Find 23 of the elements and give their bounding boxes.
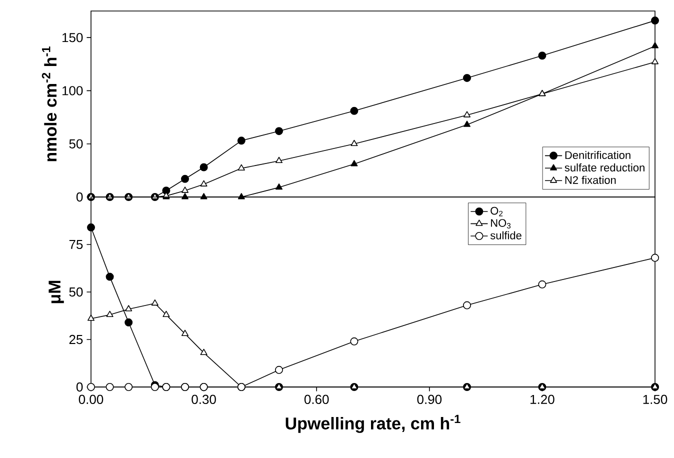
x-tick-label: 1.20: [530, 394, 554, 404]
y-tick-label: 0: [76, 192, 83, 202]
legend-label: sulfide: [490, 231, 522, 240]
x-tick-label: 0.00: [78, 394, 104, 404]
legend-label: Denitrification: [565, 150, 630, 160]
y-axis-title: μM: [48, 280, 64, 304]
y-tick-label: 25: [69, 334, 83, 344]
x-tick-label: 0.30: [192, 394, 216, 404]
y-tick-label: 75: [69, 240, 83, 250]
y-axis-title: nmole cm$^{-2}$ h$^{-1}$: [42, 46, 57, 162]
x-tick-label: 1.50: [643, 394, 668, 404]
legend-label: N2 fixation: [565, 176, 616, 184]
y-tick-label: 0: [76, 382, 83, 392]
x-tick-label: 0.90: [417, 394, 442, 404]
legend-label: NO$_{3}$: [491, 219, 511, 228]
y-tick-label: 100: [62, 86, 83, 96]
y-tick-label: 150: [62, 32, 83, 42]
x-axis-title: Upwelling rate, cm h$^{-1}$: [286, 414, 460, 433]
x-tick-label: 0.60: [304, 394, 329, 404]
legend-label: sulfate reduction: [564, 163, 644, 172]
y-tick-label: 50: [69, 287, 83, 297]
legend-label: O$_{2}$: [490, 206, 503, 216]
y-tick-label: 50: [69, 139, 83, 148]
